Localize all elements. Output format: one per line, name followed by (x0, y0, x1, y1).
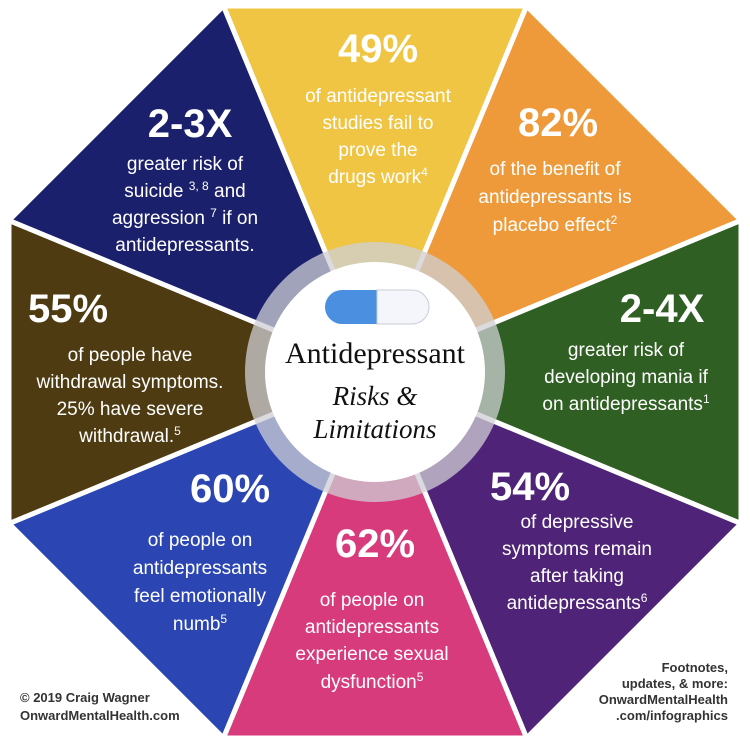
segment-stat: 62% (335, 522, 415, 566)
segment-line: drugs work4 (328, 165, 428, 188)
line-text: feel emotionally (134, 586, 267, 607)
segment-line: antidepressants (305, 617, 439, 638)
line-text: suicide (124, 181, 188, 202)
footer-left: © 2019 Craig Wagner (20, 690, 150, 705)
segment-stat: 60% (190, 467, 270, 511)
segment-line: withdrawal.5 (78, 424, 181, 447)
center-circle (265, 262, 485, 482)
line-text: and (209, 181, 246, 202)
segment-line: numb5 (173, 612, 228, 635)
line-text: of people on (320, 590, 425, 611)
line-text: after taking (530, 566, 624, 587)
footnote: 2 (611, 213, 618, 227)
line-text: greater risk of (568, 340, 685, 361)
line-text: antidepressants is (478, 187, 631, 208)
line-text: symptoms remain (502, 539, 652, 560)
segment-stat: 2-4X (620, 287, 705, 331)
line-text: greater risk of (127, 154, 244, 175)
line-text: if on (217, 208, 258, 229)
line-text: of people have (68, 345, 193, 366)
footer-left: OnwardMentalHealth.com (20, 708, 180, 723)
line-text: aggression (112, 208, 210, 229)
line-text: of antidepressant (305, 86, 451, 107)
line-text: antidepressants (133, 558, 267, 579)
segment-line: greater risk of (568, 340, 685, 361)
footnote: 5 (417, 670, 424, 684)
footer-right: updates, & more: (622, 676, 728, 691)
segment-stat: 82% (518, 101, 598, 145)
segment-line: on antidepressants1 (542, 392, 710, 415)
segment-line: of the benefit of (490, 159, 622, 180)
segment-line: of people on (148, 530, 253, 551)
segment-stat: 49% (338, 27, 418, 71)
footnote: 5 (220, 612, 227, 626)
segment-line: antidepressants (133, 558, 267, 579)
footnote: 4 (421, 165, 428, 179)
footnote: 3, 8 (189, 179, 209, 193)
segment-line: of people on (320, 590, 425, 611)
center-subtitle: Limitations (312, 414, 436, 444)
footer-right: Footnotes, (662, 660, 728, 675)
segment-line: antidepressants6 (507, 591, 648, 614)
line-text: 25% have severe (57, 399, 204, 420)
segment-stat: 55% (28, 287, 108, 331)
segment-line: developing mania if (544, 367, 708, 388)
line-text: on antidepressants (542, 394, 703, 415)
segment-stat: 2-3X (148, 102, 233, 146)
segment-line: of depressive (520, 512, 633, 533)
segment-line: antidepressants. (115, 235, 254, 256)
segment-line: antidepressants is (478, 187, 631, 208)
line-text: placebo effect (493, 215, 612, 236)
segment-line: of people have (68, 345, 193, 366)
segment-texts: 49% of antidepressant studies fail to prove… (28, 27, 710, 693)
segment-line: suicide 3, 8 and (124, 179, 245, 202)
line-text: developing mania if (544, 367, 708, 388)
segment-line: symptoms remain (502, 539, 652, 560)
line-text: antidepressants (507, 593, 641, 614)
line-text: studies fail to (323, 113, 434, 134)
footnote: 5 (174, 424, 181, 438)
pill (325, 289, 430, 325)
segment-line: feel emotionally (134, 586, 267, 607)
line-text: antidepressants (305, 617, 439, 638)
line-text: experience sexual (295, 644, 448, 665)
line-text: prove the (338, 140, 417, 161)
line-text: drugs work (328, 167, 421, 188)
segment-line: experience sexual (295, 644, 448, 665)
footnote: 6 (641, 591, 648, 605)
line-text: of depressive (520, 512, 633, 533)
line-text: withdrawal. (78, 426, 174, 447)
segment-line: prove the (338, 140, 417, 161)
line-text: dysfunction (321, 672, 417, 693)
segment-line: placebo effect2 (493, 213, 618, 236)
line-text: numb (173, 614, 221, 635)
line-text: antidepressants. (115, 235, 254, 256)
footer-right: .com/infographics (616, 708, 728, 723)
segment-line: aggression 7 if on (112, 206, 258, 229)
segment-line: studies fail to (323, 113, 434, 134)
segment-line: withdrawal symptoms. (36, 372, 224, 393)
footnote: 7 (210, 206, 217, 220)
segment-stat: 54% (490, 465, 570, 509)
segment-line: of antidepressant (305, 86, 451, 107)
center-title: Antidepressant (285, 337, 466, 370)
center-subtitle: Risks & (332, 381, 418, 411)
segment-line: dysfunction5 (321, 670, 424, 693)
segment-line: after taking (530, 566, 624, 587)
footer-right: OnwardMentalHealth (599, 692, 728, 707)
segment-line: 25% have severe (57, 399, 204, 420)
line-text: of the benefit of (490, 159, 622, 180)
segment-line: greater risk of (127, 154, 244, 175)
footnote: 1 (703, 392, 710, 406)
line-text: of people on (148, 530, 253, 551)
line-text: withdrawal symptoms. (36, 372, 224, 393)
